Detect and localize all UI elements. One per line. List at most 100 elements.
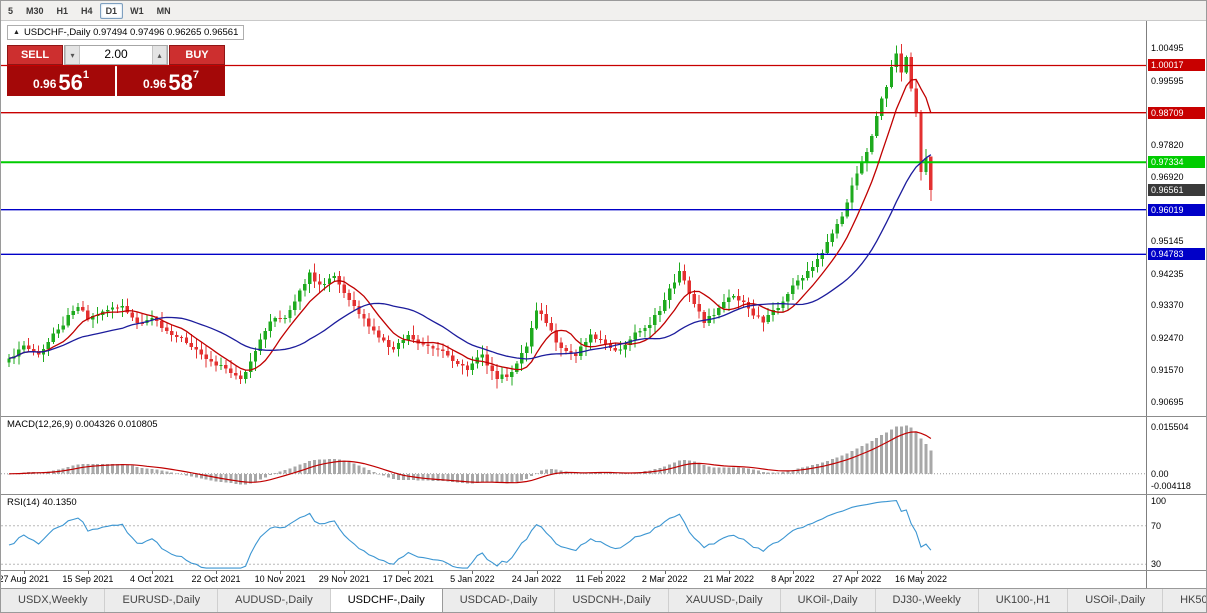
buy-price-prefix: 0.96 — [143, 77, 167, 91]
macd-chart[interactable] — [1, 417, 1146, 494]
time-tick — [472, 571, 474, 574]
volume-up-button[interactable]: ▴ — [152, 46, 167, 64]
time-tick — [151, 571, 153, 574]
price-plot[interactable]: ▲ USDCHF-,Daily 0.97494 0.97496 0.96265 … — [1, 21, 1146, 416]
timeframe-toolbar: 5 M30 H1 H4 D1 W1 MN — [1, 1, 1206, 21]
price-tick: 1.00495 — [1151, 43, 1184, 54]
time-label: 22 Oct 2021 — [191, 574, 241, 584]
sell-price-prefix: 0.96 — [33, 77, 57, 91]
time-tick — [344, 571, 346, 574]
time-tick — [87, 571, 89, 574]
tab-usdchf-daily[interactable]: USDCHF-,Daily — [330, 589, 443, 612]
candles — [7, 44, 933, 389]
time-tick — [664, 571, 666, 574]
current-price-tag: 0.96561 — [1148, 184, 1205, 197]
rsi-label: RSI(14) 40.1350 — [7, 497, 77, 508]
macd-axis: 0.015504 0.00 -0.004118 — [1146, 417, 1206, 494]
volume-input[interactable]: 2.00 — [104, 47, 128, 61]
chart-tabs: USDX,Weekly EURUSD-,Daily AUDUSD-,Daily USD… — [1, 588, 1206, 612]
price-axis: 1.00495 0.99595 0.97820 0.96920 0.95145 0.942… — [1146, 21, 1206, 416]
price-tick: 0.99595 — [1151, 75, 1184, 86]
tab-uk100-h1[interactable]: UK100-,H1 — [979, 589, 1069, 612]
volume-spinner: ▾ 2.00 ▴ — [64, 45, 168, 65]
buy-price-sup: 7 — [192, 69, 199, 81]
tab-usdcnh-daily[interactable]: USDCNH-,Daily — [555, 589, 669, 612]
time-label: 27 Aug 2021 — [1, 574, 50, 584]
buy-price-button[interactable]: 0.96 58 7 — [117, 66, 225, 96]
rsi-tick: 30 — [1151, 559, 1162, 570]
price-chart[interactable] — [1, 21, 1146, 416]
timeframe-D1[interactable]: D1 — [99, 2, 124, 19]
timeframe-M30[interactable]: M30 — [26, 5, 44, 16]
time-tick — [856, 571, 858, 574]
sell-price-big: 56 — [58, 70, 83, 95]
timeframe-W1[interactable]: W1 — [130, 5, 144, 16]
time-axis-corner — [1146, 571, 1206, 588]
time-label: 11 Feb 2022 — [575, 574, 626, 584]
rsi-tick: 70 — [1151, 520, 1162, 531]
sell-button[interactable]: SELL — [7, 45, 63, 65]
rsi-line — [8, 500, 932, 569]
timeframe-5[interactable]: 5 — [8, 5, 14, 16]
price-panel: ▲ USDCHF-,Daily 0.97494 0.97496 0.96265 … — [1, 21, 1206, 417]
tab-usdcad-daily[interactable]: USDCAD-,Daily — [443, 589, 556, 612]
level-price-tag: 0.98709 — [1148, 106, 1205, 119]
price-tick: 0.92470 — [1151, 332, 1184, 343]
time-label: 29 Nov 2021 — [318, 574, 370, 584]
time-label: 4 Oct 2021 — [129, 574, 174, 584]
buy-button[interactable]: BUY — [169, 45, 225, 65]
tab-eurusd-daily[interactable]: EURUSD-,Daily — [105, 589, 219, 612]
legend-collapse-icon[interactable]: ▲ — [13, 29, 20, 36]
time-label: 8 Apr 2022 — [771, 574, 815, 584]
time-label: 21 Mar 2022 — [703, 574, 755, 584]
time-tick — [792, 571, 794, 574]
macd-plot[interactable]: MACD(12,26,9) 0.004326 0.010805 — [1, 417, 1146, 494]
tab-usoil-daily[interactable]: USOil-,Daily — [1068, 589, 1164, 612]
level-price-tag: 1.00017 — [1148, 59, 1205, 72]
rsi-plot[interactable]: RSI(14) 40.1350 — [1, 495, 1146, 570]
time-label: 16 May 2022 — [895, 574, 948, 584]
time-tick — [408, 571, 410, 574]
tab-hk50-h1[interactable]: HK50-,H1 — [1163, 589, 1206, 612]
time-label: 27 Apr 2022 — [832, 574, 882, 584]
time-label: 2 Mar 2022 — [641, 574, 688, 584]
price-tick: 0.97820 — [1151, 139, 1184, 150]
level-price-tag: 0.96019 — [1148, 203, 1205, 216]
macd-tick: 0.015504 — [1151, 421, 1189, 432]
macd-label: MACD(12,26,9) 0.004326 0.010805 — [7, 419, 158, 430]
tab-audusd-daily[interactable]: AUDUSD-,Daily — [218, 589, 331, 612]
time-label: 5 Jan 2022 — [450, 574, 495, 584]
time-axis: 27 Aug 2021 15 Sep 2021 4 Oct 2021 22 Oct 2… — [1, 571, 1146, 588]
macd-tick: 0.00 — [1151, 468, 1169, 479]
tab-xauusd-daily[interactable]: XAUUSD-,Daily — [669, 589, 781, 612]
time-label: 24 Jan 2022 — [511, 574, 562, 584]
ma-line-8 — [8, 78, 932, 371]
time-tick — [536, 571, 538, 574]
price-tick: 0.90695 — [1151, 396, 1184, 407]
tab-ukoil-daily[interactable]: UKOil-,Daily — [781, 589, 876, 612]
time-axis-panel: 27 Aug 2021 15 Sep 2021 4 Oct 2021 22 Oct 2… — [1, 571, 1206, 588]
price-tick: 0.96920 — [1151, 172, 1184, 183]
rsi-axis: 100 70 30 — [1146, 495, 1206, 570]
rsi-chart[interactable] — [1, 495, 1146, 570]
rsi-panel: RSI(14) 40.1350 100 70 30 — [1, 495, 1206, 571]
macd-panel: MACD(12,26,9) 0.004326 0.010805 0.015504… — [1, 417, 1206, 495]
chart-legend: ▲ USDCHF-,Daily 0.97494 0.97496 0.96265 … — [7, 25, 245, 40]
time-tick — [216, 571, 218, 574]
timeframe-H4[interactable]: H4 — [81, 5, 93, 16]
tab-usdx-weekly[interactable]: USDX,Weekly — [1, 589, 106, 612]
time-tick — [728, 571, 730, 574]
level-price-tag: 0.94783 — [1148, 248, 1205, 261]
timeframe-H1[interactable]: H1 — [56, 5, 69, 16]
time-tick — [600, 571, 602, 574]
time-label: 15 Sep 2021 — [62, 574, 114, 584]
timeframe-MN[interactable]: MN — [156, 5, 171, 16]
level-price-tag: 0.97334 — [1148, 156, 1205, 169]
price-tick: 0.95145 — [1151, 236, 1184, 247]
volume-down-button[interactable]: ▾ — [65, 46, 80, 64]
sell-price-button[interactable]: 0.96 56 1 — [7, 66, 115, 96]
legend-text: USDCHF-,Daily 0.97494 0.97496 0.96265 0.… — [23, 27, 239, 38]
buy-price-big: 58 — [168, 70, 193, 95]
tab-dj30-weekly[interactable]: DJ30-,Weekly — [876, 589, 979, 612]
